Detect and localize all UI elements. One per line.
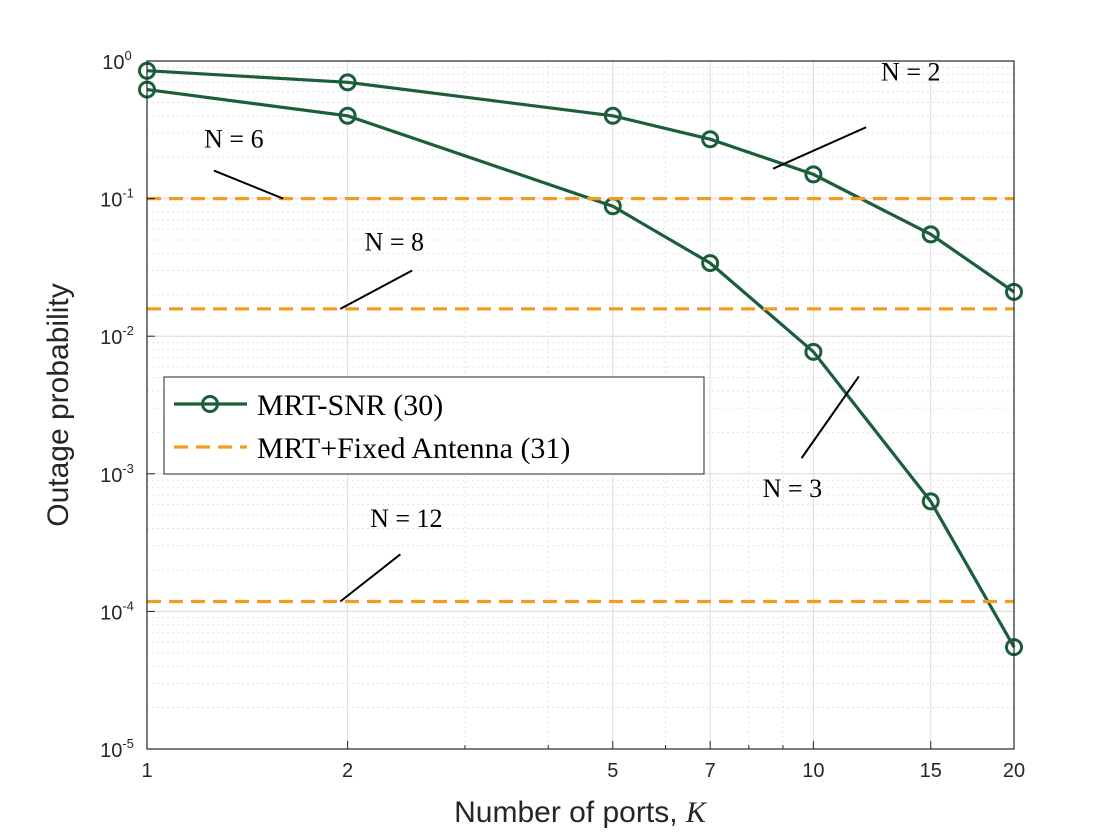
legend-label-fixed-antenna: MRT+Fixed Antenna (31) <box>257 432 570 465</box>
legend-label-mrt-snr: MRT-SNR (30) <box>257 389 443 422</box>
tick-layer: 1 2 5 7 10 15 20 10-5 10-4 10-3 10-2 10-1 100 <box>100 48 1025 782</box>
plot-frame <box>146 60 1015 750</box>
x-tick-label: 10 <box>802 760 824 782</box>
annotation-label: N = 6 <box>204 125 263 154</box>
annotation-label: N = 8 <box>365 227 424 256</box>
x-tick-label: 5 <box>607 760 618 782</box>
x-tick-label: 20 <box>1003 760 1025 782</box>
legend-marker-mrt-snr <box>201 395 219 413</box>
series-layer <box>138 61 1023 657</box>
y-tick-label: 10-5 <box>100 736 134 762</box>
series-marker-0 <box>603 106 622 125</box>
annotation-pointer <box>339 553 401 603</box>
series-marker-0 <box>701 130 720 149</box>
y-axis-label: Outage probability <box>42 283 75 527</box>
series-line-0 <box>146 69 1015 294</box>
series-marker-0 <box>921 225 940 244</box>
x-tick-label: 2 <box>342 760 353 782</box>
annotation-label: N = 12 <box>370 504 442 533</box>
annotation-pointer <box>800 375 860 459</box>
legend: MRT-SNR (30) MRT+Fixed Antenna (31) <box>163 376 705 475</box>
annotation-label: N = 2 <box>881 58 940 87</box>
y-tick-label: 10-4 <box>100 598 134 624</box>
y-tick-label: 100 <box>102 48 131 74</box>
series-marker-1 <box>701 254 720 273</box>
x-tick-label: 1 <box>141 760 152 782</box>
annotation-layer: N = 2 N = 6 N = 8 N = 3 N = 12 <box>204 58 941 603</box>
series-marker-0 <box>338 73 357 92</box>
y-tick-label: 10-3 <box>100 461 134 487</box>
x-axis-label: Number of ports, K <box>454 796 708 829</box>
series-marker-1 <box>338 106 357 125</box>
series-marker-1 <box>804 342 823 361</box>
series-marker-0 <box>804 165 823 184</box>
x-tick-label: 7 <box>705 760 716 782</box>
annotation-pointer <box>339 269 413 310</box>
x-tick-label: 15 <box>920 760 942 782</box>
series-marker-1 <box>921 492 940 511</box>
y-tick-label: 10-2 <box>100 323 134 349</box>
series-line-1 <box>146 88 1016 648</box>
annotation-pointer <box>213 169 284 200</box>
annotation-pointer <box>772 126 867 170</box>
annotation-label: N = 3 <box>763 474 822 503</box>
y-tick-label: 10-1 <box>100 186 134 212</box>
legend-box <box>163 376 705 475</box>
